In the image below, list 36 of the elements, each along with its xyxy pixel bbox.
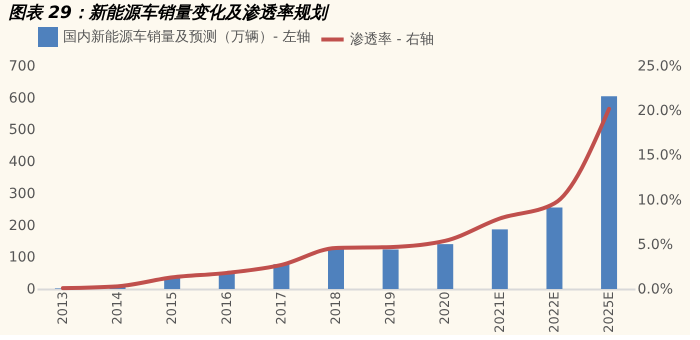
x-tick-label: 2022E	[547, 292, 562, 333]
x-tick-label: 2016	[220, 292, 235, 325]
x-tick-label: 2015	[165, 292, 180, 325]
x-tick-label: 2025E	[602, 292, 618, 333]
x-tick-label: 2021E	[492, 292, 508, 333]
bar	[492, 229, 508, 289]
x-tick-label: 2018	[329, 292, 344, 325]
bar	[328, 248, 344, 289]
bar	[601, 96, 618, 289]
x-tick-label: 2019	[384, 292, 399, 325]
y2-tick-label: 0.0%	[638, 282, 674, 298]
y2-tick-label: 5.0%	[638, 236, 674, 253]
y2-tick-label: 15.0%	[638, 148, 682, 164]
y2-tick-label: 20.0%	[638, 103, 682, 120]
y-tick-label: 600	[8, 90, 36, 106]
y2-tick-label: 25.0%	[638, 58, 682, 74]
line-series	[60, 106, 612, 290]
chart-title: 图表 29：新能源车销量变化及渗透率规划	[8, 3, 330, 23]
y-tick-label: 200	[8, 218, 36, 234]
bar	[546, 207, 562, 289]
bar	[382, 249, 399, 289]
bar	[437, 244, 454, 289]
y2-tick-label: 10.0%	[638, 192, 682, 208]
x-tick-label: 2014	[110, 292, 126, 325]
x-tick-label: 2013	[56, 292, 71, 325]
x-tick-label: 2020	[438, 292, 454, 325]
y-tick-label: 500	[8, 122, 36, 138]
y-tick-label: 300	[8, 186, 36, 202]
y-tick-label: 400	[8, 154, 36, 170]
bar	[164, 278, 180, 289]
y-tick-label: 100	[8, 250, 36, 266]
legend-label: 国内新能源车销量及预测（万辆）- 左轴	[63, 29, 311, 45]
x-tick-label: 2017	[274, 292, 290, 325]
y-tick-label: 0	[26, 282, 36, 298]
legend-label: 渗透率 - 右轴	[350, 32, 434, 48]
y-tick-label: 700	[8, 58, 36, 74]
